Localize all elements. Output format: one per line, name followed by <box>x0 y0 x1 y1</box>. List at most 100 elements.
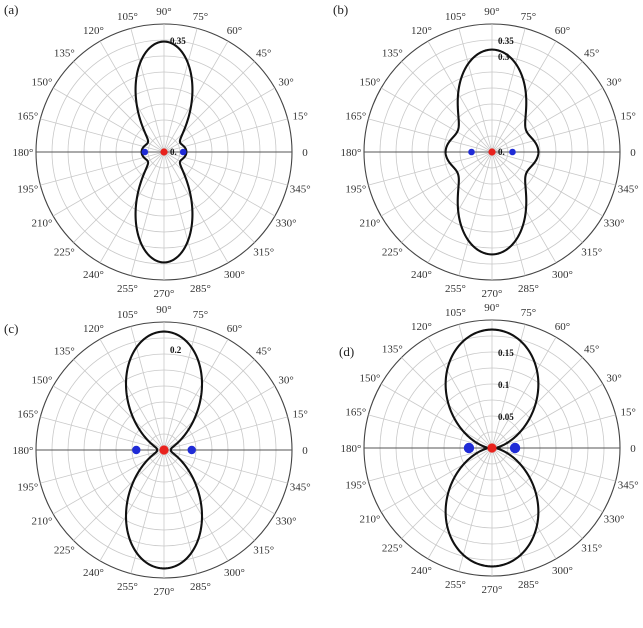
grid-spoke <box>73 449 165 541</box>
angle-tick-label: 195° <box>345 184 366 196</box>
angle-tick-label: 45° <box>584 47 599 59</box>
grid-spoke <box>491 40 557 153</box>
side-marker-left <box>468 148 475 156</box>
grid-spoke <box>491 87 604 153</box>
angle-tick-label: 240° <box>83 567 104 579</box>
angle-tick-label: 285° <box>190 581 211 593</box>
grid-spoke <box>73 359 165 451</box>
angle-tick-label: 30° <box>278 77 293 89</box>
radial-tick-label: 0.2 <box>170 345 182 355</box>
grid-spoke <box>163 28 198 153</box>
grid-spoke <box>427 336 493 449</box>
grid-spoke <box>491 383 604 449</box>
angle-tick-label: 225° <box>54 247 75 259</box>
angle-tick-label: 30° <box>606 77 621 89</box>
angle-tick-label: 210° <box>359 514 380 526</box>
grid-spoke <box>401 447 493 539</box>
grid-spoke <box>99 151 165 264</box>
angle-tick-label: 135° <box>54 47 75 59</box>
angle-tick-label: 195° <box>17 482 38 494</box>
angle-tick-label: 60° <box>227 25 242 37</box>
angle-tick-label: 75° <box>521 11 536 23</box>
grid-spoke <box>163 61 255 153</box>
grid-spoke <box>52 87 165 153</box>
grid-spoke <box>99 40 165 153</box>
angle-tick-label: 75° <box>193 309 208 321</box>
radial-tick-label: 0.15 <box>498 348 514 358</box>
angle-tick-label: 315° <box>581 247 602 259</box>
angle-tick-label: 150° <box>31 77 52 89</box>
angle-tick-label: 255° <box>445 579 466 591</box>
grid-spoke <box>491 414 616 449</box>
grid-spoke <box>491 118 616 153</box>
grid-spoke <box>163 151 229 264</box>
angle-tick-label: 135° <box>382 343 403 355</box>
grid-spoke <box>163 40 229 153</box>
grid-spoke <box>427 447 493 560</box>
grid-spoke <box>380 383 493 449</box>
angle-tick-label: 120° <box>83 25 104 37</box>
panel-label: (b) <box>333 2 348 17</box>
grid-spoke <box>427 151 493 264</box>
angle-tick-label: 270° <box>154 586 175 598</box>
angle-tick-label: 300° <box>224 567 245 579</box>
angle-tick-label: 300° <box>552 565 573 577</box>
radial-tick-label: 0. <box>498 147 505 157</box>
angle-tick-label: 135° <box>54 345 75 357</box>
grid-spoke <box>491 61 583 153</box>
angle-tick-label: 15° <box>292 111 307 123</box>
side-marker-right <box>179 148 187 156</box>
grid-spoke <box>458 151 493 276</box>
grid-spoke <box>163 151 198 276</box>
panel-label: (a) <box>4 2 18 17</box>
center-marker <box>160 148 168 156</box>
side-marker-left <box>463 442 475 454</box>
grid-spoke <box>52 151 165 217</box>
grid-spoke <box>130 151 165 276</box>
angle-tick-label: 180° <box>341 147 362 159</box>
angle-tick-label: 165° <box>17 409 38 421</box>
radial-tick-label: 0. <box>170 147 177 157</box>
radial-tick-label: 0.1 <box>498 380 510 390</box>
grid-spoke <box>73 61 165 153</box>
angle-tick-label: 75° <box>521 307 536 319</box>
side-marker-right <box>509 148 516 156</box>
angle-tick-label: 330° <box>276 218 297 230</box>
radial-tick-label: 0.3 <box>498 52 510 62</box>
angle-tick-label: 255° <box>117 283 138 295</box>
angle-tick-label: 240° <box>411 565 432 577</box>
angle-tick-label: 60° <box>555 321 570 333</box>
angle-tick-label: 15° <box>620 111 635 123</box>
angle-tick-label: 180° <box>13 147 34 159</box>
angle-tick-label: 300° <box>224 269 245 281</box>
angle-tick-label: 90° <box>156 304 171 316</box>
pattern-curve <box>444 48 540 256</box>
panel-d: (d) 0 15° 30° 45° 60° 75° 90° 105° 120° 135° 150° 1… <box>339 302 639 596</box>
grid-spoke <box>427 40 493 153</box>
grid-spoke <box>401 151 493 243</box>
center-marker <box>159 445 169 455</box>
grid-spoke <box>491 447 604 513</box>
panel-a: (a) 0 15° 30° 45° 60° 75° 90° 105° 120° 135° 150° 1… <box>4 2 311 300</box>
grid-spoke <box>491 151 583 243</box>
grid-spoke <box>99 449 165 562</box>
grid-spoke <box>491 151 616 186</box>
grid-spoke <box>40 449 165 484</box>
angle-tick-label: 90° <box>156 6 171 18</box>
grid-spoke <box>163 416 288 451</box>
grid-spoke <box>380 87 493 153</box>
grid-spoke <box>163 449 255 541</box>
angle-tick-label: 120° <box>83 323 104 335</box>
angle-tick-label: 300° <box>552 269 573 281</box>
grid-spoke <box>163 151 276 217</box>
angle-tick-label: 285° <box>518 283 539 295</box>
angle-tick-label: 120° <box>411 25 432 37</box>
angle-tick-label: 270° <box>482 584 503 596</box>
grid-spoke <box>491 447 526 572</box>
angle-tick-label: 90° <box>484 6 499 18</box>
angle-tick-label: 240° <box>411 269 432 281</box>
angle-tick-label: 195° <box>17 184 38 196</box>
grid-spoke <box>491 151 557 264</box>
angle-tick-label: 165° <box>17 111 38 123</box>
angle-tick-label: 315° <box>253 545 274 557</box>
